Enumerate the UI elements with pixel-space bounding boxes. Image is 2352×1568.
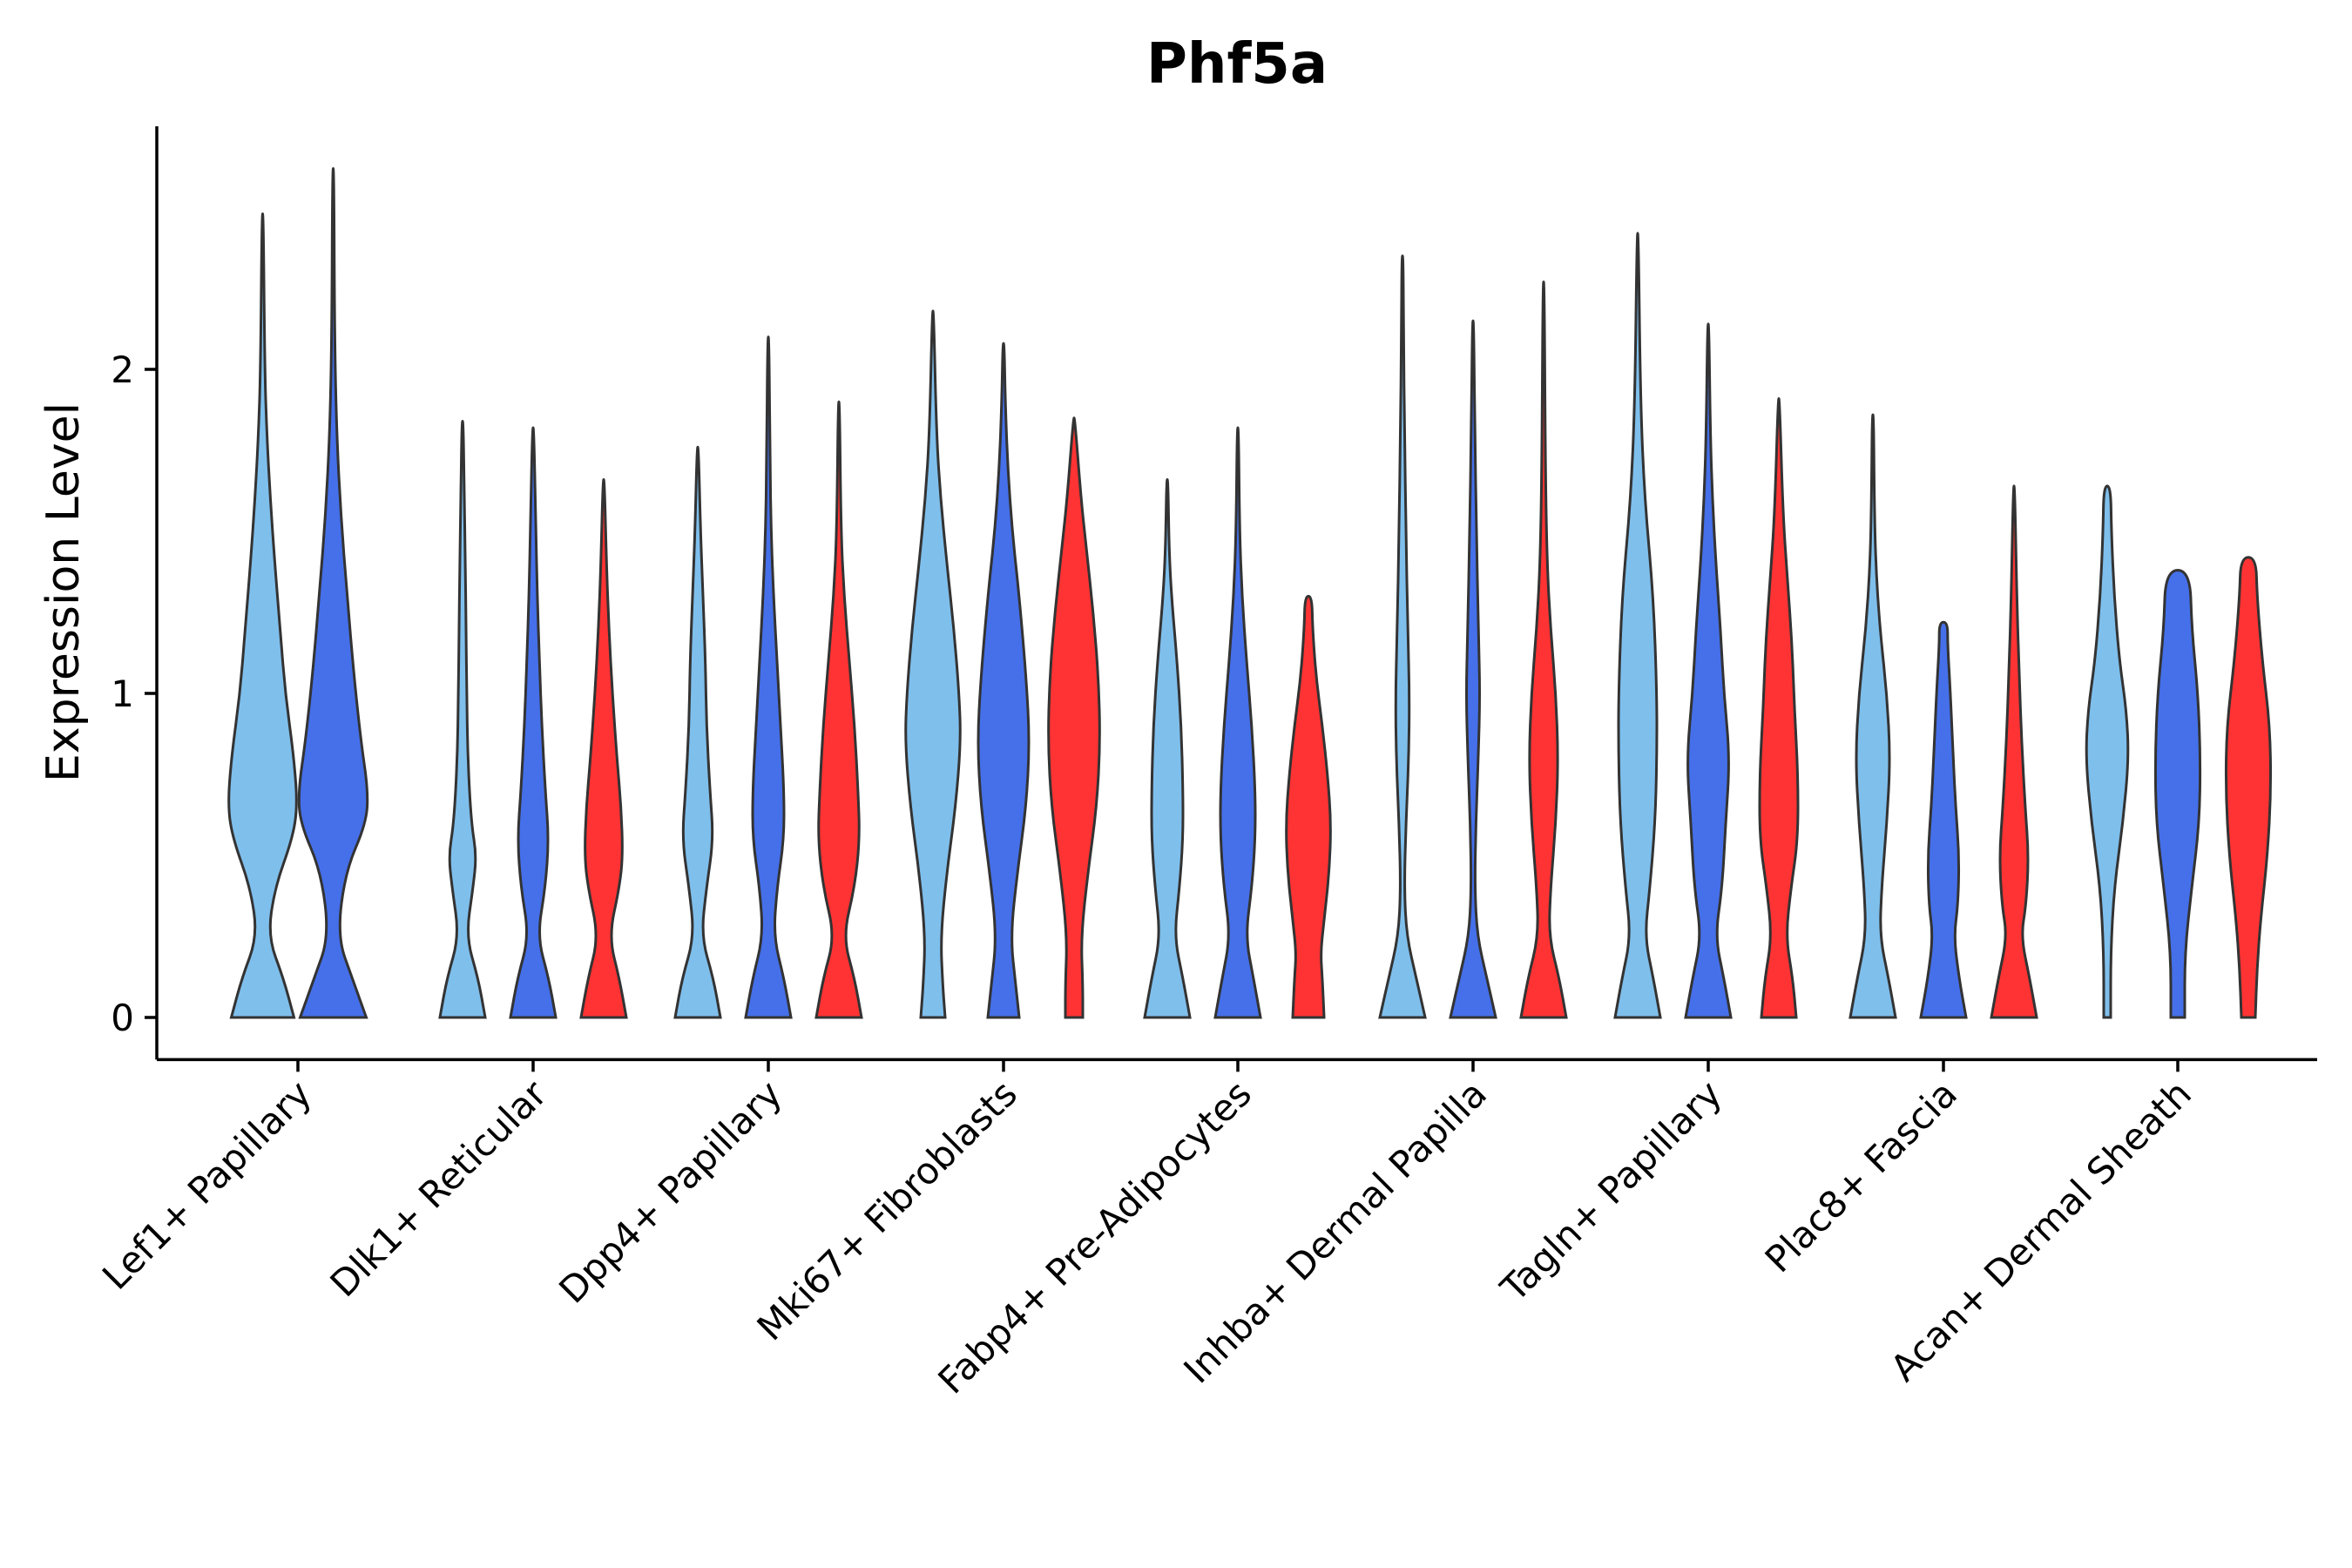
y-tick-label: 2 <box>111 348 134 391</box>
violin-7-2 <box>1990 484 2038 1019</box>
violin-3-1 <box>977 341 1031 1019</box>
violin-4-1 <box>1213 426 1262 1019</box>
chart-title: Phf5a <box>1146 32 1328 97</box>
violin-2-0 <box>673 445 722 1019</box>
violin-1-2 <box>579 477 628 1019</box>
violin-2-2 <box>814 400 863 1019</box>
violin-8-0 <box>2085 484 2130 1019</box>
y-tick-label: 1 <box>111 672 134 715</box>
x-tick-label: Plac8+ Fascia <box>1757 1072 1965 1281</box>
x-tick-label: Tagln+ Papillary <box>1492 1072 1730 1310</box>
violin-group <box>227 166 2273 1019</box>
x-tick-label: Dlk1+ Reticular <box>322 1071 556 1305</box>
x-tick-label: Lef1+ Papillary <box>94 1072 320 1298</box>
violin-8-2 <box>2224 556 2273 1019</box>
violin-6-0 <box>1613 232 1662 1019</box>
x-tick-label: Mki67+ Fibroblasts <box>749 1072 1025 1348</box>
violin-6-1 <box>1684 322 1733 1019</box>
violin-4-2 <box>1285 594 1332 1019</box>
violin-5-2 <box>1519 280 1568 1019</box>
violin-3-0 <box>904 309 962 1019</box>
violin-0-1 <box>297 166 369 1019</box>
y-axis-label: Expression Level <box>37 402 90 782</box>
violin-5-1 <box>1449 319 1497 1019</box>
violin-6-2 <box>1758 396 1800 1019</box>
violin-0-0 <box>227 212 298 1019</box>
violin-3-2 <box>1047 416 1101 1019</box>
violin-7-1 <box>1919 620 1968 1019</box>
violin-1-0 <box>438 419 487 1019</box>
violin-2-1 <box>744 335 793 1019</box>
x-tick-label: Dpp4+ Papillary <box>551 1072 790 1312</box>
y-tick-label: 0 <box>111 997 134 1039</box>
violin-7-0 <box>1848 413 1897 1019</box>
violin-4-0 <box>1143 477 1192 1019</box>
violin-5-0 <box>1378 254 1427 1019</box>
y-ticks: 0 1 2 <box>111 348 157 1039</box>
violin-8-1 <box>2153 569 2202 1019</box>
violin-1-1 <box>509 426 558 1019</box>
